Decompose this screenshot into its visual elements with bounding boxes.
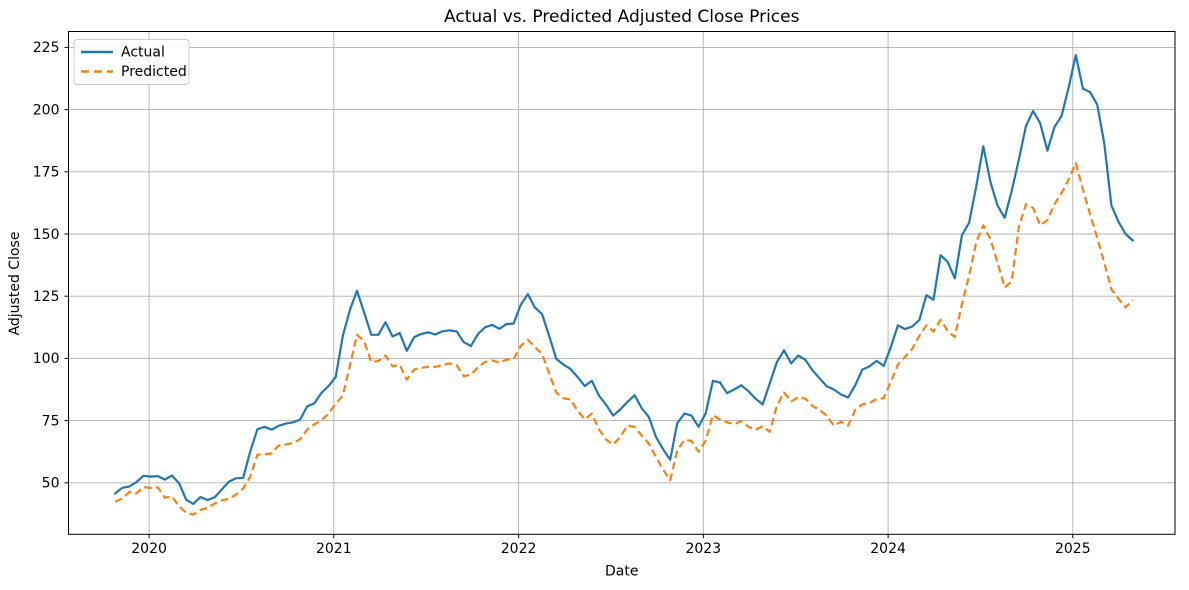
x-tick-label: 2024: [870, 541, 906, 557]
chart-title: Actual vs. Predicted Adjusted Close Pric…: [444, 7, 800, 27]
axis-ticks: [64, 46, 1074, 539]
legend: Actual Predicted: [73, 39, 190, 85]
legend-label-actual: Actual: [121, 45, 165, 61]
y-tick-label: 225: [33, 40, 60, 56]
y-tick-label: 50: [42, 476, 60, 492]
x-axis-label: Date: [605, 564, 638, 580]
plot-frame: [68, 31, 1176, 535]
series-line-actual: [114, 54, 1134, 505]
y-tick-label: 200: [33, 102, 60, 118]
y-tick-label: 125: [33, 289, 60, 305]
x-tick-label: 2022: [501, 541, 537, 557]
series-line-predicted: [114, 162, 1134, 516]
x-tick-label: 2025: [1055, 541, 1091, 557]
series-lines: [114, 54, 1134, 516]
gridlines: [68, 31, 1175, 535]
tick-labels: 2020 2021 2022 2023 2024 2025 50 75 100 125 150 175…: [33, 40, 1091, 557]
y-tick-label: 175: [33, 165, 60, 181]
x-tick-label: 2023: [685, 541, 721, 557]
legend-label-predicted: Predicted: [121, 64, 187, 80]
x-tick-label: 2021: [316, 541, 352, 557]
y-axis-label: Adjusted Close: [7, 232, 23, 336]
x-tick-label: 2020: [131, 541, 167, 557]
y-tick-label: 100: [33, 351, 60, 367]
y-tick-label: 150: [33, 227, 60, 243]
y-tick-label: 75: [42, 413, 60, 429]
